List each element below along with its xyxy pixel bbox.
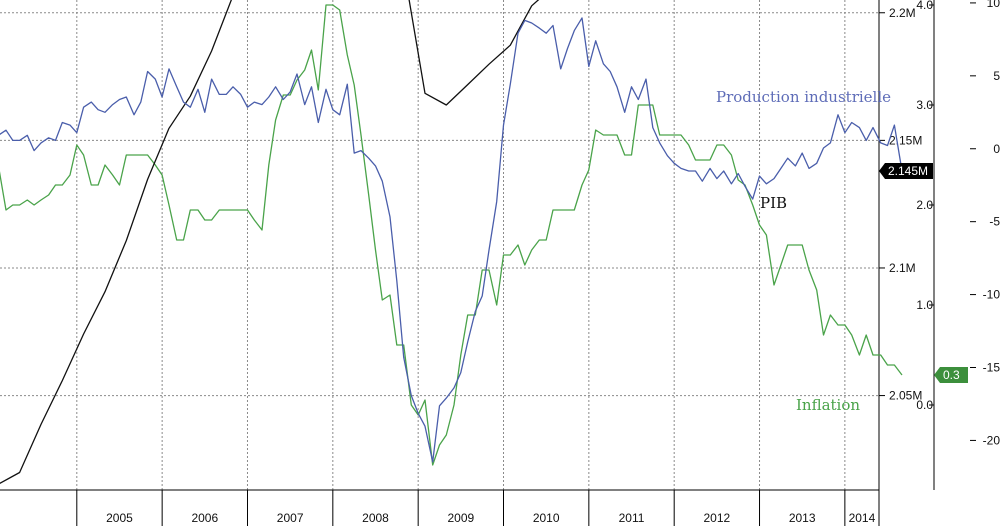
prod-tick-label: 2.05M <box>889 389 922 403</box>
infl-tick-label: 3.0 <box>916 98 933 112</box>
x-tick-label: 2005 <box>106 511 133 525</box>
series-label-prod: Production industrielle <box>716 88 891 106</box>
gdp-tick-label: 10 <box>987 0 1001 10</box>
grid <box>0 0 879 490</box>
prod-tick-label: 2.15M <box>889 133 922 147</box>
x-tick-label: 2008 <box>362 511 389 525</box>
prod-tick-label: 2.2M <box>889 6 916 20</box>
series-line-gdp <box>0 0 540 485</box>
gdp-tick-label: -5 <box>989 215 1000 229</box>
x-tick-label: 2012 <box>704 511 731 525</box>
gdp-tick-label: -20 <box>983 433 1001 447</box>
gdp-tick-label: 5 <box>993 69 1000 83</box>
x-tick-label: 2010 <box>533 511 560 525</box>
x-tick-label: 2014 <box>849 511 876 525</box>
series-label-gdp: PIB <box>760 194 787 212</box>
infl-tick-label: 0.0 <box>916 398 933 412</box>
series-line-prod <box>0 17 903 463</box>
x-tick-label: 2011 <box>619 511 645 525</box>
series-label-infl: Inflation <box>796 396 860 414</box>
series-line-infl <box>0 4 903 466</box>
x-tick-label: 2009 <box>447 511 474 525</box>
last-value-tag-infl-value: 0.3 <box>943 368 960 382</box>
last-value-tag-prod-shape <box>879 162 933 179</box>
gdp-tick-label: 0 <box>993 142 1000 156</box>
x-tick-label: 2006 <box>191 511 218 525</box>
x-tick-label: 2007 <box>277 511 304 525</box>
last-value-tag-prod: 2.145M <box>879 162 933 179</box>
infl-tick-label: 2.0 <box>916 198 933 212</box>
last-value-tag-infl-shape <box>934 367 968 383</box>
infl-tick-label: 4.0 <box>916 0 933 12</box>
last-value-tag-prod-value: 2.145M <box>888 164 928 178</box>
x-tick-label: 2013 <box>789 511 816 525</box>
prod-tick-label: 2.1M <box>889 261 916 275</box>
labels: Production industrielle PIB Inflation <box>716 88 891 414</box>
gdp-tick-label: -10 <box>983 288 1001 302</box>
infl-tick-label: 1.0 <box>916 298 933 312</box>
last-value-tag-infl: 0.3 <box>934 367 968 383</box>
series <box>0 0 903 485</box>
gdp-tick-label: -15 <box>983 361 1001 375</box>
